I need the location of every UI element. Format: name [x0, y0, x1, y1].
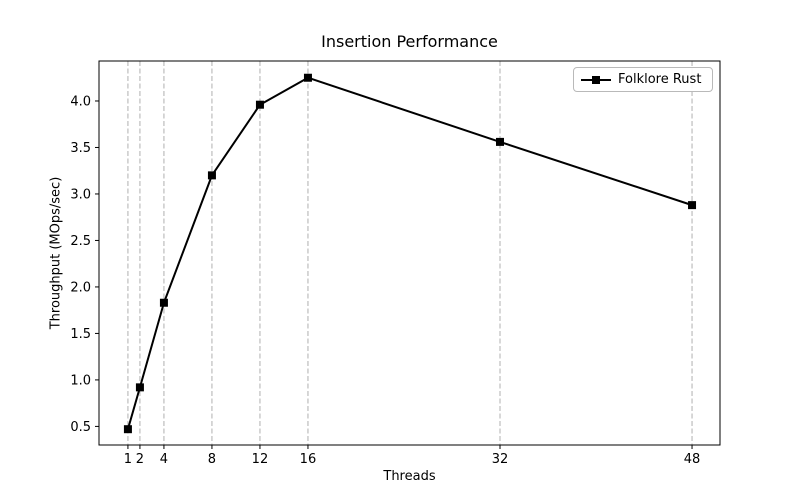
x-tick-label: 16	[300, 452, 317, 467]
x-tick-label: 32	[492, 452, 509, 467]
legend-marker-icon	[581, 75, 611, 84]
data-line	[126, 76, 693, 430]
x-tick-label: 8	[208, 452, 216, 467]
data-point-marker	[207, 171, 216, 180]
data-point-marker	[255, 100, 264, 109]
data-point-marker	[135, 383, 144, 392]
y-axis-label: Throughput (MOps/sec)	[48, 176, 64, 330]
y-tick-label: 0.5	[70, 420, 91, 435]
data-point-marker	[123, 425, 132, 434]
data-point-marker	[303, 73, 312, 82]
y-tick-label: 4.0	[70, 94, 91, 109]
plot-border	[98, 60, 721, 446]
y-tick-label: 1.5	[70, 327, 91, 342]
legend-label: Folklore Rust	[618, 72, 702, 87]
y-tick-label: 2.5	[70, 234, 91, 249]
chart-title: Insertion Performance	[321, 32, 498, 51]
x-tick-label: 1	[124, 452, 132, 467]
legend: Folklore Rust	[573, 67, 713, 92]
data-point-marker	[159, 298, 168, 307]
data-point-marker	[495, 137, 504, 146]
y-tick-label: 2.0	[70, 280, 91, 295]
y-tick-label: 3.5	[70, 141, 91, 156]
x-tick-label: 4	[160, 452, 168, 467]
y-tick-label: 3.0	[70, 187, 91, 202]
x-tick-label: 12	[252, 452, 269, 467]
x-tick-label: 2	[136, 452, 144, 467]
data-point-marker	[688, 201, 697, 210]
x-tick-label: 48	[684, 452, 701, 467]
y-tick-label: 1.0	[70, 373, 91, 388]
x-axis-label: Threads	[383, 469, 436, 484]
